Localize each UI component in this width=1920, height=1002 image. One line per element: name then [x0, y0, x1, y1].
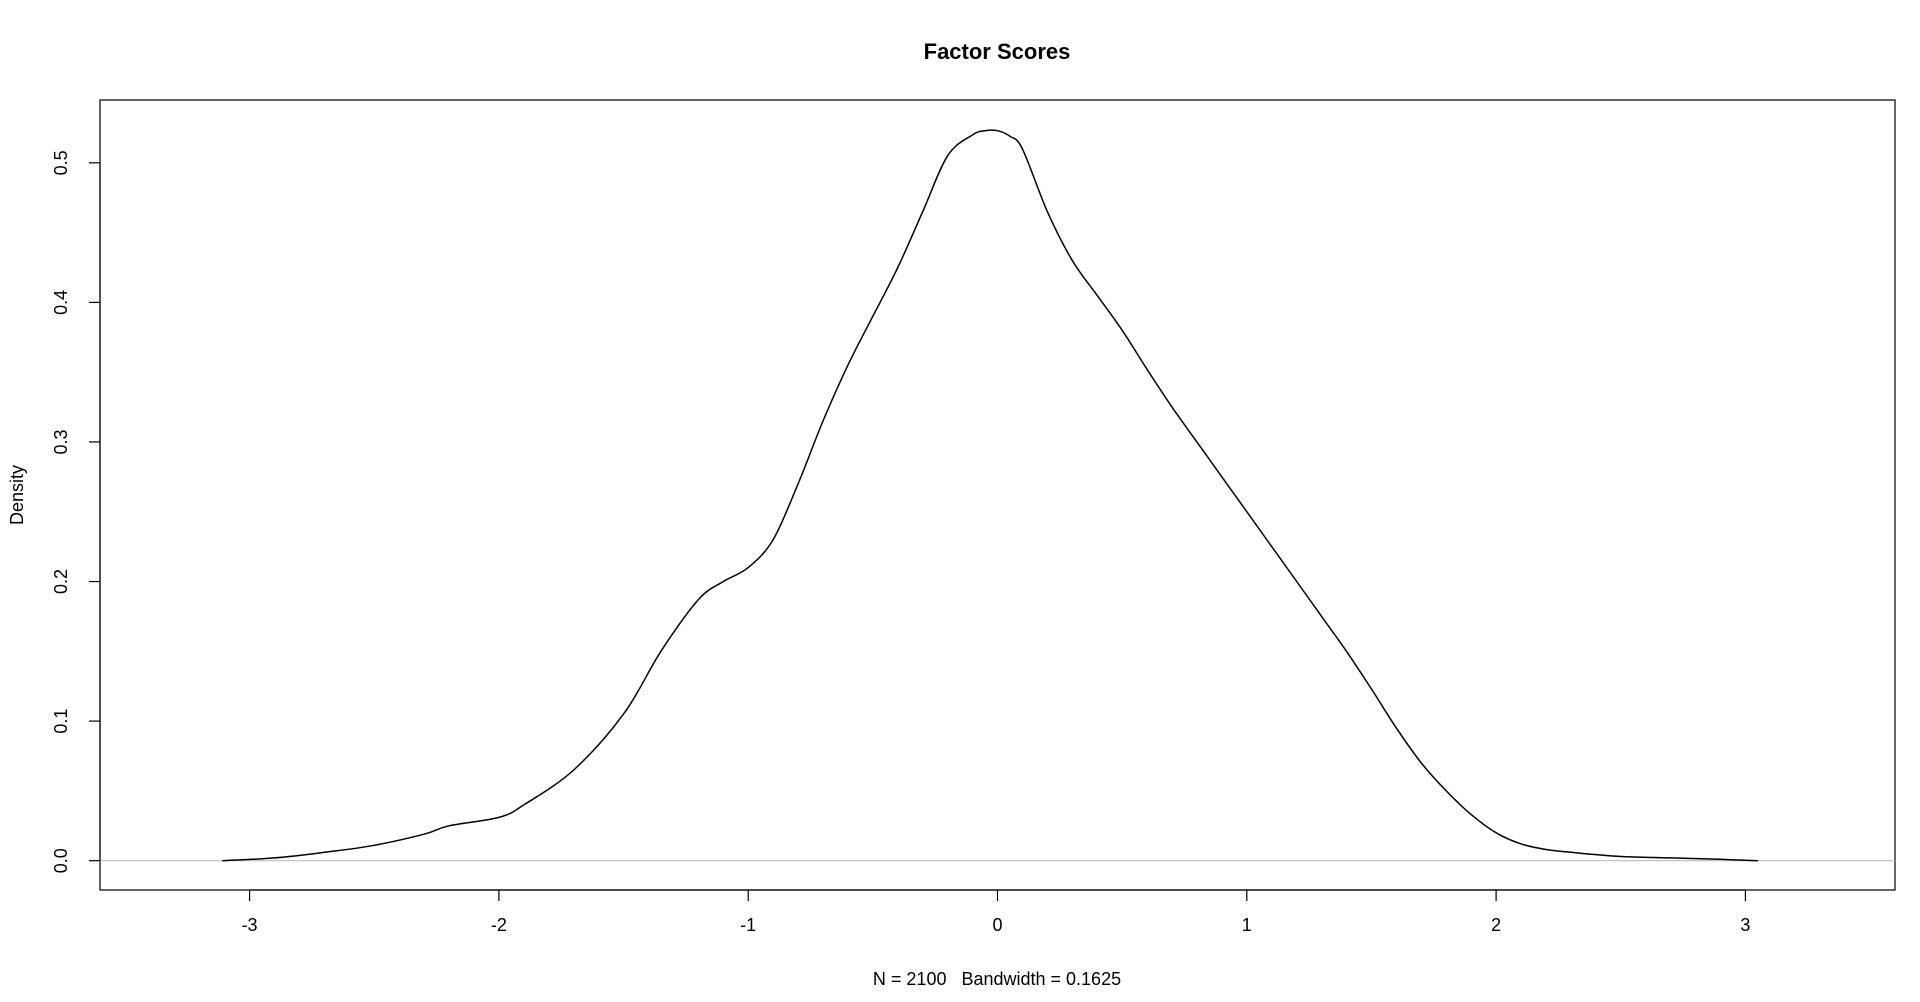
- x-tick-label: 1: [1242, 915, 1252, 935]
- x-tick-label: 3: [1740, 915, 1750, 935]
- plot-box: [99, 99, 1896, 891]
- y-axis-label: Density: [7, 465, 27, 525]
- y-axis: 0.0 0.1 0.2 0.3 0.4 0.5: [51, 150, 101, 873]
- x-tick-label: -1: [740, 915, 756, 935]
- y-tick-label: 0.1: [51, 709, 71, 734]
- chart-title: Factor Scores: [924, 39, 1071, 64]
- density-curve: [222, 129, 1758, 862]
- x-tick-label: 0: [992, 915, 1002, 935]
- y-tick-label: 0.4: [51, 290, 71, 315]
- x-tick-label: -3: [242, 915, 258, 935]
- y-tick-label: 0.2: [51, 569, 71, 594]
- y-tick-label: 0.5: [51, 150, 71, 175]
- x-tick-label: -2: [491, 915, 507, 935]
- x-axis: -3 -2 -1 0 1 2 3: [242, 889, 1750, 935]
- y-tick-label: 0.0: [51, 848, 71, 873]
- x-axis-label: N = 2100 Bandwidth = 0.1625: [873, 969, 1121, 989]
- y-tick-label: 0.3: [51, 429, 71, 454]
- x-tick-label: 2: [1491, 915, 1501, 935]
